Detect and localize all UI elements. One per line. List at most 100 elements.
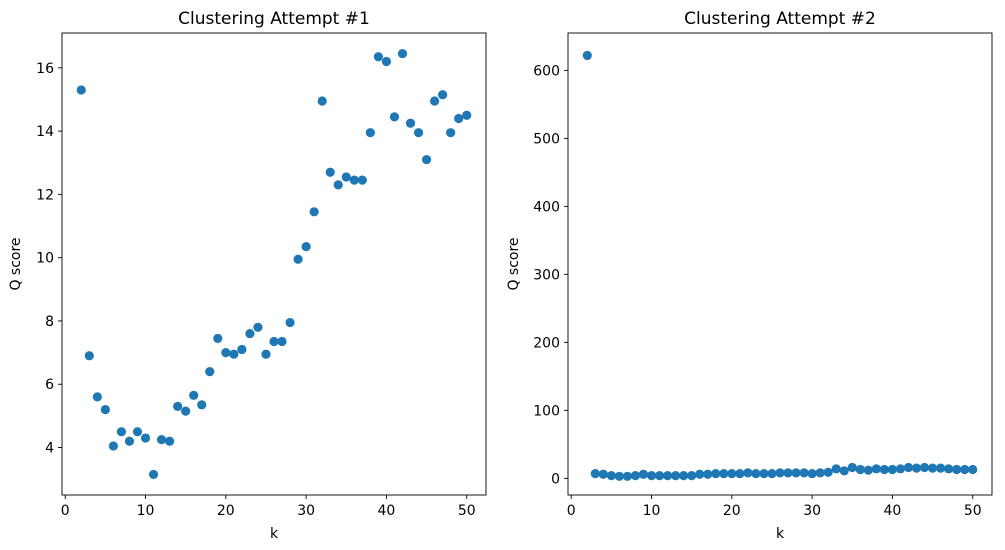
- x-axis-label-1: k: [270, 526, 279, 542]
- y-tick-label: 600: [533, 63, 560, 79]
- y-tick-label: 200: [533, 335, 560, 351]
- data-point: [919, 462, 930, 473]
- data-point: [735, 468, 745, 479]
- data-point: [156, 435, 167, 445]
- data-point: [397, 48, 408, 59]
- data-point: [590, 468, 600, 479]
- data-point: [189, 390, 199, 400]
- data-point: [887, 464, 898, 475]
- data-point: [413, 128, 424, 138]
- data-point: [84, 351, 94, 361]
- data-point: [116, 427, 127, 437]
- data-point: [871, 464, 881, 474]
- data-point: [936, 463, 946, 473]
- data-point: [285, 317, 295, 328]
- x-axis-ticks-1: 0 10 20 30 40 50: [61, 495, 476, 519]
- data-point: [205, 366, 215, 377]
- data-point: [277, 336, 287, 347]
- y-tick-label: 8: [45, 314, 54, 330]
- data-point: [317, 96, 327, 106]
- chart-panel-2: Clustering Attempt #2 k Q score 0 10 20 30 4…: [506, 9, 993, 542]
- y-tick-label: 100: [533, 403, 560, 419]
- x-axis-label-2: k: [776, 526, 785, 542]
- data-point: [293, 254, 303, 264]
- data-point: [421, 154, 432, 165]
- data-point: [165, 436, 175, 446]
- data-point: [76, 85, 86, 95]
- data-point: [405, 118, 416, 128]
- y-tick-label: 10: [36, 251, 54, 267]
- data-point: [695, 469, 705, 479]
- data-point: [100, 404, 110, 415]
- data-point: [269, 336, 279, 347]
- data-point: [92, 392, 102, 402]
- data-point: [847, 462, 857, 473]
- data-point: [759, 468, 769, 479]
- data-point: [630, 471, 641, 481]
- data-point: [807, 468, 817, 479]
- data-point: [911, 463, 922, 473]
- chart-title-2: Clustering Attempt #2: [684, 9, 876, 29]
- data-points-1: [76, 48, 472, 480]
- data-point: [357, 175, 367, 185]
- y-tick-label: 16: [36, 61, 54, 77]
- x-tick-label: 30: [297, 503, 315, 519]
- y-axis-label-1: Q score: [8, 237, 24, 290]
- data-point: [253, 322, 263, 332]
- data-point: [325, 167, 335, 177]
- data-point: [743, 468, 753, 478]
- data-point: [108, 441, 118, 451]
- data-point: [895, 464, 906, 474]
- data-point: [430, 96, 440, 106]
- data-point: [679, 471, 689, 481]
- x-tick-label: 40: [884, 503, 902, 519]
- data-point: [614, 471, 624, 481]
- data-point: [927, 463, 938, 473]
- data-point: [727, 468, 737, 479]
- data-point: [301, 241, 311, 252]
- data-point: [903, 462, 914, 473]
- data-point: [381, 56, 392, 67]
- data-point: [662, 471, 673, 481]
- data-point: [791, 468, 801, 478]
- plot-area-2: [567, 32, 993, 496]
- data-point: [944, 464, 954, 474]
- y-axis-label-2: Q score: [506, 237, 522, 290]
- y-tick-label: 14: [36, 124, 54, 140]
- data-point: [703, 469, 713, 479]
- x-tick-label: 50: [458, 503, 476, 519]
- data-point: [446, 128, 456, 138]
- x-axis-ticks-2: 0 10 20 30 40 50: [567, 495, 982, 519]
- y-tick-label: 0: [551, 471, 560, 487]
- data-point: [365, 128, 375, 138]
- x-tick-label: 20: [723, 503, 741, 519]
- data-point: [960, 464, 970, 475]
- x-tick-label: 0: [567, 503, 576, 519]
- data-point: [237, 344, 247, 355]
- data-point: [148, 469, 159, 480]
- data-point: [879, 464, 889, 475]
- y-tick-label: 12: [36, 187, 54, 203]
- x-tick-label: 50: [964, 503, 982, 519]
- data-point: [654, 471, 665, 481]
- data-point: [261, 349, 271, 359]
- data-point: [711, 468, 721, 479]
- data-point: [622, 471, 633, 481]
- data-point: [775, 468, 785, 478]
- data-point: [181, 406, 191, 416]
- y-axis-ticks-1: 4 6 8 10 12 14 16: [36, 61, 62, 457]
- plot-area-1: [61, 32, 487, 496]
- chart-title-1: Clustering Attempt #1: [178, 9, 370, 29]
- data-point: [799, 468, 809, 478]
- data-point: [968, 464, 978, 475]
- data-point: [598, 469, 608, 479]
- data-point: [373, 52, 383, 62]
- data-point: [751, 468, 761, 479]
- data-point: [582, 50, 592, 61]
- chart-panel-1: Clustering Attempt #1 k Q score 0 10 20 30 4…: [8, 9, 487, 542]
- x-tick-label: 40: [378, 503, 396, 519]
- data-point: [855, 464, 865, 475]
- data-point: [783, 468, 793, 478]
- data-point: [815, 468, 825, 478]
